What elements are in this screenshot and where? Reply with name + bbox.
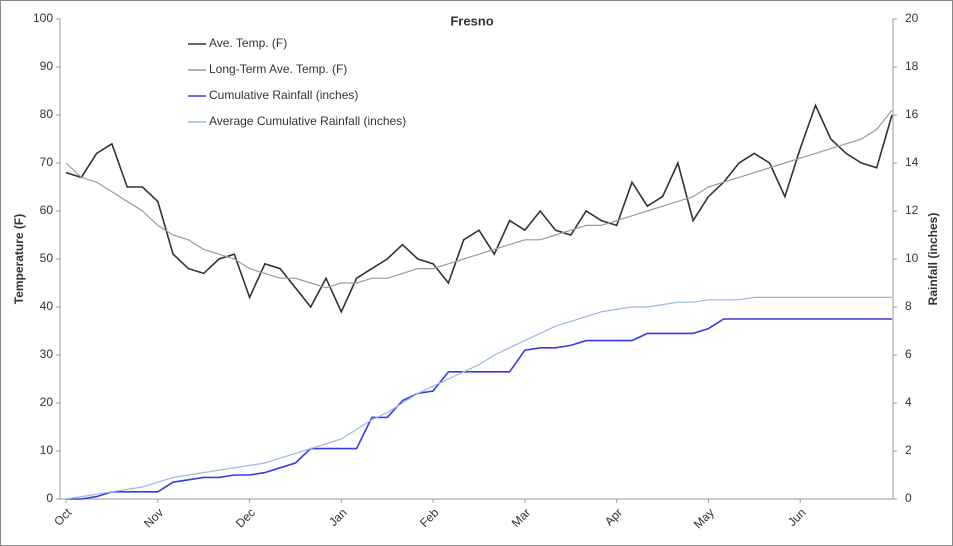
y2-tick-label: 14 <box>905 155 919 169</box>
y-tick-label: 100 <box>33 11 53 25</box>
series-line <box>65 103 893 314</box>
legend-label: Average Cumulative Rainfall (inches) <box>209 114 406 128</box>
y2-axis-label: Rainfall (inches) <box>926 213 940 306</box>
series-line <box>66 318 892 500</box>
chart-title: Fresno <box>450 13 493 28</box>
y-tick-label: 50 <box>40 251 54 265</box>
y-tick-label: 90 <box>40 59 54 73</box>
y-tick-label: 10 <box>40 443 54 457</box>
series-line <box>65 109 893 289</box>
y2-tick-label: 2 <box>905 443 912 457</box>
y-tick-label: 80 <box>40 107 54 121</box>
y-tick-label: 0 <box>46 491 53 505</box>
y2-tick-label: 18 <box>905 59 919 73</box>
y-axis-label: Temperature (F) <box>12 214 26 304</box>
legend-label: Cumulative Rainfall (inches) <box>209 88 358 102</box>
y2-tick-label: 8 <box>905 299 912 313</box>
legend-label: Long-Term Ave. Temp. (F) <box>209 62 347 76</box>
y-tick-label: 20 <box>40 395 54 409</box>
y2-tick-label: 10 <box>905 251 919 265</box>
y2-tick-label: 20 <box>905 11 919 25</box>
y-tick-label: 40 <box>40 299 54 313</box>
y2-tick-label: 6 <box>905 347 912 361</box>
legend-label: Ave. Temp. (F) <box>209 36 287 50</box>
y-tick-label: 30 <box>40 347 54 361</box>
y2-tick-label: 4 <box>905 395 912 409</box>
y2-tick-label: 12 <box>905 203 919 217</box>
y-tick-label: 70 <box>40 155 54 169</box>
y2-tick-label: 0 <box>905 491 912 505</box>
y2-tick-label: 16 <box>905 107 919 121</box>
y-tick-label: 60 <box>40 203 54 217</box>
series-line <box>65 296 892 500</box>
